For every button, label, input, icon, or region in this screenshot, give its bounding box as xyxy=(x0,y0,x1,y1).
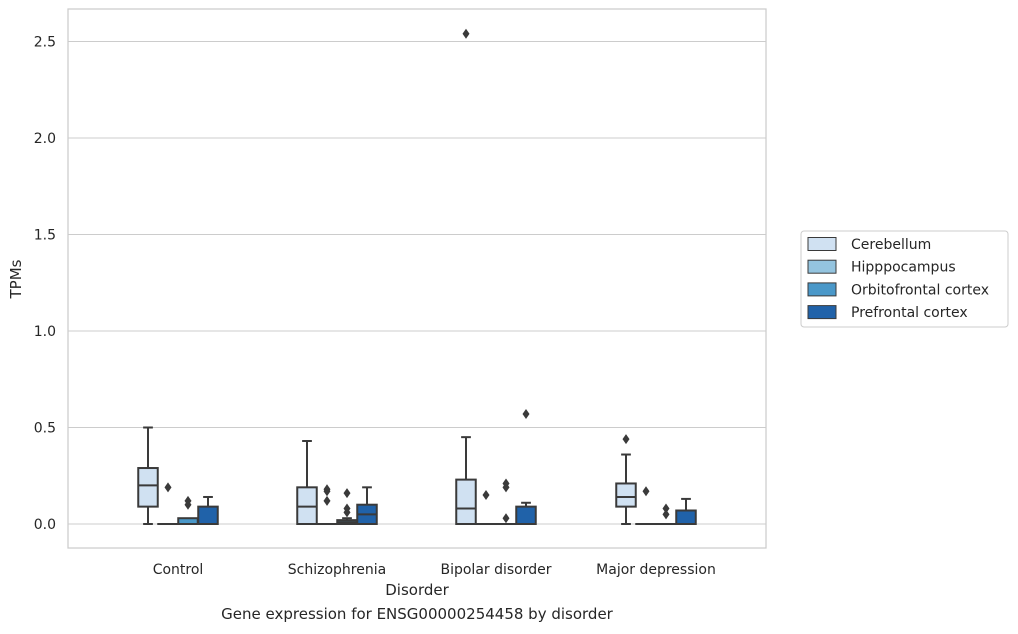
box-body xyxy=(455,478,477,525)
y-tick-labels: 0.0 0.5 1.0 1.5 2.0 2.5 xyxy=(34,35,56,534)
x-axis-label: Disorder xyxy=(385,581,449,599)
outlier-marker xyxy=(622,434,630,445)
outlier-marker xyxy=(502,478,510,489)
y-tick-label: 1.0 xyxy=(34,324,56,340)
x-tick-label: Schizophrenia xyxy=(288,562,386,578)
outlier-marker xyxy=(502,513,510,524)
figure-caption: Gene expression for ENSG00000254458 by d… xyxy=(221,605,613,623)
y-axis-label: TPMs xyxy=(7,259,25,299)
box-1-1 xyxy=(316,484,338,526)
y-tick-label: 0.0 xyxy=(34,517,56,533)
box-1-3 xyxy=(635,486,657,526)
legend-swatch xyxy=(807,259,837,274)
box-0-3 xyxy=(615,434,637,525)
box-3-0 xyxy=(197,495,219,526)
box-3-2 xyxy=(515,408,537,526)
outlier-marker xyxy=(164,482,172,493)
box-body xyxy=(197,505,219,526)
legend-swatch xyxy=(807,237,837,251)
legend-label: Orbitofrontal cortex xyxy=(851,282,989,298)
box-1-2 xyxy=(475,490,497,526)
y-tick-label: 2.0 xyxy=(34,131,56,147)
box-body xyxy=(515,505,537,526)
outlier-marker xyxy=(662,509,670,520)
box-body xyxy=(615,482,637,508)
outlier-marker xyxy=(482,490,490,501)
outlier-marker xyxy=(184,495,192,506)
legend: Cerebellum Hipppocampus Orbitofrontal cort… xyxy=(800,230,1009,328)
outlier-marker xyxy=(323,484,331,495)
legend-frame xyxy=(800,230,1009,328)
box-0-2 xyxy=(455,28,477,525)
x-tick-labels: Control Schizophrenia Bipolar disorder Majo… xyxy=(153,562,716,578)
box-2-0 xyxy=(177,495,199,526)
plot-frame xyxy=(67,8,767,549)
y-tick-label: 2.5 xyxy=(34,35,56,51)
legend-label: Hipppocampus xyxy=(851,260,956,276)
y-tick-label: 1.5 xyxy=(34,228,56,244)
outlier-marker xyxy=(323,495,331,506)
legend-label: Prefrontal cortex xyxy=(851,305,968,321)
box-0-1 xyxy=(296,440,318,525)
box-2-2 xyxy=(495,478,517,526)
box-1-0 xyxy=(157,482,179,526)
box-body xyxy=(675,509,697,525)
box-0-0 xyxy=(137,426,159,525)
grid-lines xyxy=(68,40,766,525)
outlier-marker xyxy=(462,28,470,39)
legend-swatch xyxy=(807,282,837,297)
box-body xyxy=(137,467,159,508)
legend-swatch xyxy=(807,305,837,320)
outlier-marker xyxy=(343,503,351,514)
outlier-marker xyxy=(662,503,670,514)
x-tick-label: Control xyxy=(153,562,204,578)
boxes xyxy=(137,28,697,526)
box-2-3 xyxy=(655,503,677,526)
outlier-marker xyxy=(343,488,351,499)
x-tick-label: Major depression xyxy=(596,562,716,578)
y-tick-label: 0.5 xyxy=(34,421,56,437)
outlier-marker xyxy=(642,486,650,497)
box-3-1 xyxy=(356,486,378,526)
legend-label: Cerebellum xyxy=(851,237,931,253)
box-2-1 xyxy=(336,488,358,526)
outlier-marker xyxy=(522,408,530,419)
x-tick-label: Bipolar disorder xyxy=(440,562,551,578)
box-3-3 xyxy=(675,497,697,525)
